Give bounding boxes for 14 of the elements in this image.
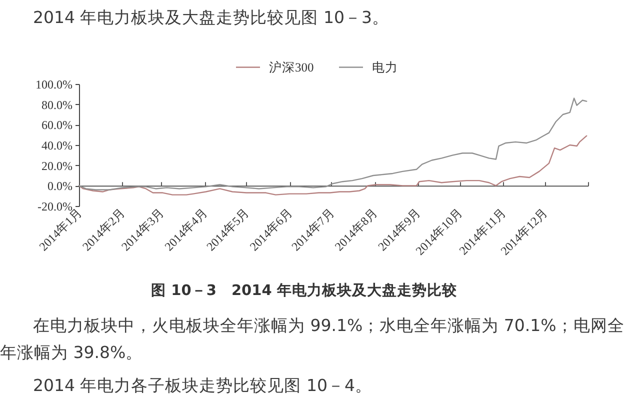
legend-label: 电力 (372, 60, 398, 74)
y-tick-label: 100.0% (36, 78, 72, 92)
text: 2014 年电力各子板块走势比较见图 10－4。 (32, 375, 373, 397)
text: 2014 年电力板块及大盘走势比较见图 10－3。 (32, 7, 390, 29)
text: 在电力板块中，火电板块全年涨幅为 99.1%；水电全年涨幅为 70.1%；电网全年涨幅为 39.8%。 (0, 315, 626, 364)
y-tick-label: 60.0% (42, 118, 72, 132)
y-tick-label: 80.0% (42, 98, 72, 112)
legend-label: 沪深300 (269, 59, 314, 74)
line-series (78, 98, 588, 190)
line-series (78, 135, 588, 196)
y-tick-label: 40.0% (42, 138, 72, 152)
y-tick-label: 0.0% (48, 179, 72, 194)
y-tick-label: 20.0% (42, 158, 72, 173)
text: 图 10－3 2014 年电力板块及大盘走势比较 (150, 282, 458, 301)
